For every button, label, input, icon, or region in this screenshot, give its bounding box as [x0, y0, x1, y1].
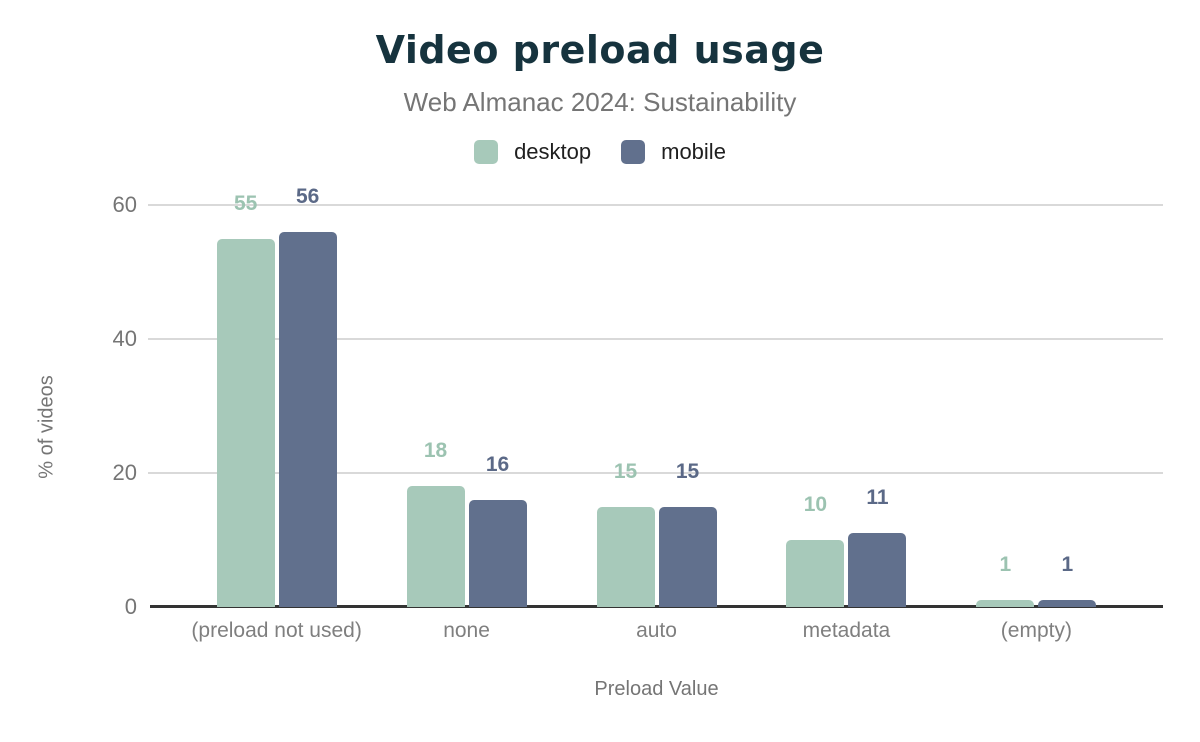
y-axis-title: % of videos: [35, 375, 58, 479]
legend: desktop mobile: [0, 139, 1200, 165]
mobile-bar-empty[interactable]: [1038, 600, 1097, 607]
gridline: [148, 204, 1163, 206]
bar-group-3: 15 15 auto: [596, 205, 717, 642]
desktop-value-label: 1: [999, 553, 1012, 577]
desktop-bar-auto[interactable]: [596, 506, 655, 607]
x-category-label: metadata: [802, 619, 891, 642]
bar-group-2: 18 16 none: [406, 205, 527, 642]
desktop-bar-preload-not-used[interactable]: [216, 238, 275, 607]
mobile-bar-metadata[interactable]: [848, 533, 907, 607]
y-tick-label: 0: [124, 594, 137, 619]
x-category-label: none: [443, 619, 490, 642]
plot-area: 0 20 40 60 55 56 (preload not used) 18 16 none 15 1…: [113, 185, 1163, 642]
desktop-value-label: 55: [233, 191, 258, 215]
x-axis-line: [150, 605, 1163, 608]
x-axis-title: Preload Value: [594, 678, 719, 700]
y-tick-label: 40: [112, 326, 137, 351]
desktop-legend-label: desktop: [514, 139, 592, 164]
mobile-bar-none[interactable]: [468, 499, 527, 607]
bar-group-5: 1 1 (empty): [976, 205, 1097, 642]
legend-item-desktop: desktop: [474, 139, 591, 165]
desktop-bar-metadata[interactable]: [786, 540, 845, 607]
bar-group-4: 10 11 metadata: [786, 205, 907, 642]
desktop-bar-none[interactable]: [406, 486, 465, 607]
mobile-value-label: 56: [295, 184, 320, 208]
desktop-value-label: 18: [423, 439, 448, 463]
desktop-value-label: 15: [613, 459, 638, 483]
chart-title: Video preload usage: [375, 28, 825, 72]
mobile-bar-auto[interactable]: [658, 506, 717, 607]
mobile-legend-swatch: [621, 140, 646, 164]
x-category-label: auto: [636, 619, 677, 642]
chart-subtitle: Web Almanac 2024: Sustainability: [403, 87, 797, 117]
bar-group-1: 55 56 (preload not used): [191, 185, 361, 642]
mobile-value-label: 15: [675, 459, 700, 483]
desktop-bar-empty[interactable]: [976, 600, 1035, 607]
legend-item-mobile: mobile: [621, 139, 726, 165]
desktop-legend-swatch: [474, 140, 499, 164]
mobile-value-label: 1: [1061, 553, 1074, 577]
x-category-label: (preload not used): [191, 619, 362, 642]
mobile-bar-preload-not-used[interactable]: [278, 231, 337, 607]
mobile-value-label: 16: [485, 452, 510, 476]
mobile-value-label: 11: [866, 486, 889, 510]
x-category-label: (empty): [1000, 619, 1072, 642]
desktop-value-label: 10: [803, 493, 828, 516]
y-tick-label: 60: [112, 192, 137, 217]
y-tick-label: 20: [112, 460, 137, 485]
gridline: [148, 338, 1163, 340]
mobile-legend-label: mobile: [661, 139, 726, 164]
gridline: [148, 472, 1163, 474]
